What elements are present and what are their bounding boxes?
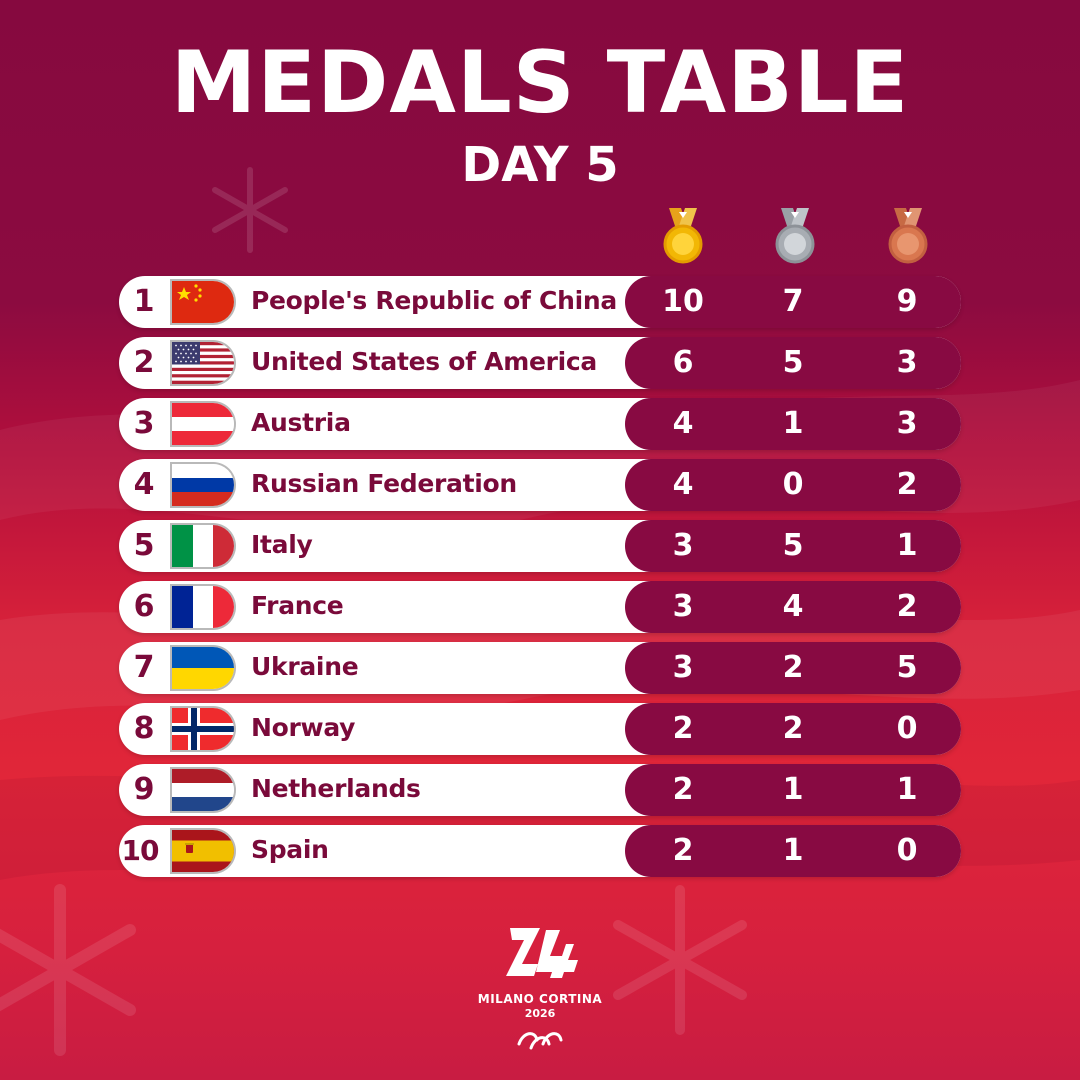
table-row[interactable]: 7 Ukraine 3 2 5	[119, 642, 961, 694]
silver-count: 2	[782, 650, 804, 685]
silver-count: 1	[782, 406, 804, 441]
italy-flag-icon	[172, 525, 234, 567]
bronze-count: 5	[896, 650, 918, 685]
gold-medal-icon	[663, 208, 703, 264]
table-row[interactable]: 8 Norway 2 2 0	[119, 703, 961, 755]
table-row[interactable]: 9 Netherlands 2 1 1	[119, 764, 961, 816]
gold-count: 2	[672, 711, 694, 746]
spain-flag-icon	[172, 830, 234, 872]
country-name: People's Republic of China	[251, 286, 617, 315]
gold-count: 3	[672, 650, 694, 685]
norway-flag-icon	[172, 708, 234, 750]
table-row[interactable]: 10 Spain 2 1 0	[119, 825, 961, 877]
country-name: Russian Federation	[251, 469, 517, 498]
country-name: Spain	[251, 835, 329, 864]
rank-number: 3	[133, 406, 155, 441]
logo-year: 2026	[524, 1007, 556, 1020]
bronze-count: 0	[896, 833, 918, 868]
table-row[interactable]: 6 France 3 4 2	[119, 581, 961, 633]
rank-number: 6	[133, 589, 155, 624]
agitos-icon	[517, 1032, 563, 1050]
medal-counts: 4 0 2	[625, 459, 961, 511]
country-name: United States of America	[251, 347, 597, 376]
country-name: Ukraine	[251, 652, 359, 681]
gold-count: 6	[672, 345, 694, 380]
ukraine-flag-icon	[172, 647, 234, 689]
bronze-count: 9	[896, 284, 918, 319]
logo-text: MILANO CORTINA	[477, 992, 603, 1006]
usa-flag-icon	[172, 342, 234, 384]
table-row[interactable]: 4 Russian Federation 4 0 2	[119, 459, 961, 511]
medal-counts: 3 5 1	[625, 520, 961, 572]
snowflake-decoration-icon	[0, 884, 136, 1056]
silver-medal-icon	[775, 208, 815, 264]
rank-number: 10	[121, 834, 160, 867]
gold-count: 10	[662, 284, 704, 319]
milano-cortina-2026-logo	[506, 928, 578, 978]
table-row[interactable]: 2 United States of America 6 5 3	[119, 337, 961, 389]
table-row[interactable]: 1 People's Republic of China 10 7 9	[119, 276, 961, 328]
medal-counts: 3 2 5	[625, 642, 961, 694]
bronze-count: 2	[896, 467, 918, 502]
bronze-count: 3	[896, 345, 918, 380]
page-title: MEDALS TABLE	[170, 33, 910, 133]
silver-count: 5	[782, 528, 804, 563]
silver-count: 1	[782, 772, 804, 807]
rank-number: 2	[133, 345, 155, 380]
medal-counts: 2 1 0	[625, 825, 961, 877]
rank-number: 7	[133, 650, 155, 685]
gold-count: 4	[672, 406, 694, 441]
snowflake-decoration-icon	[613, 885, 747, 1035]
silver-count: 7	[782, 284, 804, 319]
rank-number: 1	[133, 284, 155, 319]
china-flag-icon	[172, 281, 234, 323]
medal-counts: 2 1 1	[625, 764, 961, 816]
silver-count: 4	[782, 589, 804, 624]
france-flag-icon	[172, 586, 234, 628]
country-name: Austria	[251, 408, 351, 437]
rank-number: 5	[133, 528, 155, 563]
page-subtitle: DAY 5	[461, 137, 619, 193]
gold-count: 2	[672, 833, 694, 868]
medal-counts: 2 2 0	[625, 703, 961, 755]
table-row[interactable]: 3 Austria 4 1 3	[119, 398, 961, 450]
silver-count: 5	[782, 345, 804, 380]
medal-counts: 6 5 3	[625, 337, 961, 389]
gold-count: 2	[672, 772, 694, 807]
bronze-count: 2	[896, 589, 918, 624]
country-name: Norway	[251, 713, 356, 742]
rank-number: 8	[133, 711, 155, 746]
country-name: Netherlands	[251, 774, 421, 803]
medal-counts: 4 1 3	[625, 398, 961, 450]
country-name: Italy	[251, 530, 313, 559]
silver-count: 0	[782, 467, 804, 502]
bronze-medal-icon	[888, 208, 928, 264]
gold-count: 3	[672, 589, 694, 624]
table-row[interactable]: 5 Italy 3 5 1	[119, 520, 961, 572]
netherlands-flag-icon	[172, 769, 234, 811]
rank-number: 9	[133, 772, 155, 807]
gold-count: 3	[672, 528, 694, 563]
country-name: France	[251, 591, 344, 620]
bronze-count: 3	[896, 406, 918, 441]
bronze-count: 0	[896, 711, 918, 746]
bronze-count: 1	[896, 528, 918, 563]
austria-flag-icon	[172, 403, 234, 445]
gold-count: 4	[672, 467, 694, 502]
bronze-count: 1	[896, 772, 918, 807]
silver-count: 2	[782, 711, 804, 746]
rank-number: 4	[133, 467, 155, 502]
silver-count: 1	[782, 833, 804, 868]
russia-flag-icon	[172, 464, 234, 506]
medal-counts: 3 4 2	[625, 581, 961, 633]
medal-counts: 10 7 9	[625, 276, 961, 328]
